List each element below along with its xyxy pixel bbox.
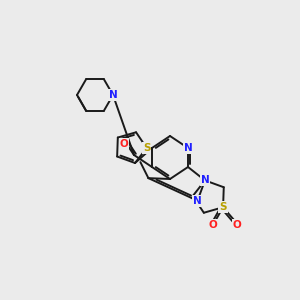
Text: N: N <box>184 143 192 153</box>
Text: N: N <box>201 176 209 185</box>
Text: N: N <box>193 196 202 206</box>
Text: N: N <box>109 90 117 100</box>
Text: S: S <box>143 143 150 153</box>
Text: O: O <box>120 139 128 149</box>
Text: O: O <box>233 220 242 230</box>
Text: O: O <box>209 220 218 230</box>
Text: S: S <box>219 202 227 212</box>
